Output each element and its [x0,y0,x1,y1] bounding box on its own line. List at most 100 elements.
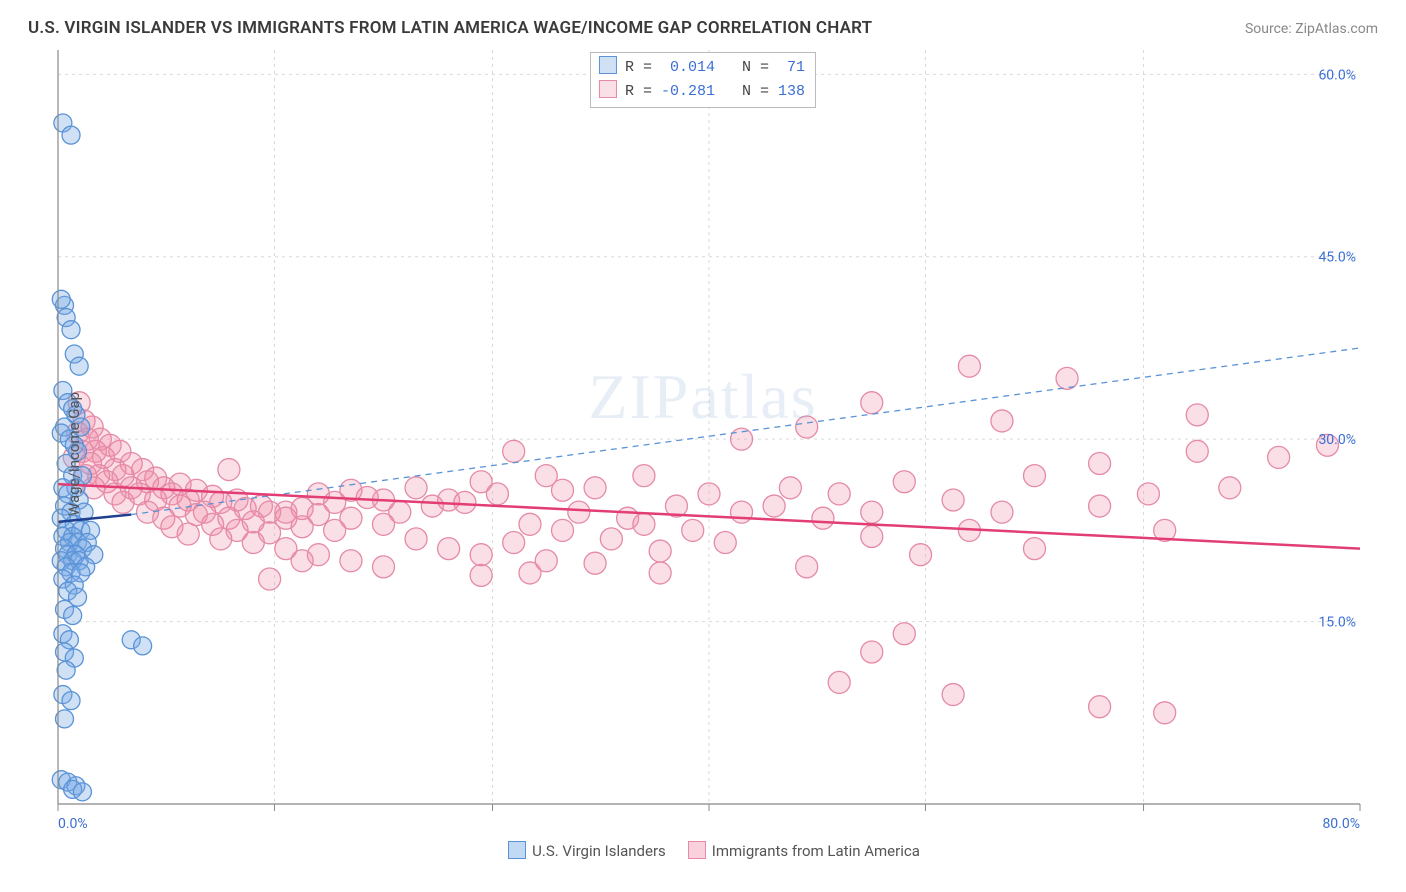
point-usvi [62,321,80,339]
point-usvi [62,126,80,144]
point-latam [649,540,671,562]
point-latam [421,495,443,517]
point-latam [633,465,655,487]
legend-label: Immigrants from Latin America [712,842,920,860]
scatter-plot: 0.0% 80.0% 15.0% 30.0% 45.0% 60.0% [0,44,1406,864]
legend-label: U.S. Virgin Islanders [532,842,666,860]
x-tick-label: 0.0% [58,816,88,832]
chart-title: U.S. VIRGIN ISLANDER VS IMMIGRANTS FROM … [28,18,872,38]
point-latam [828,671,850,693]
point-latam [796,416,818,438]
chart-area: Wage/Income Gap ZIPatlas 0.0%80.0%15.0%3… [0,44,1406,864]
point-latam [861,525,883,547]
point-latam [1137,483,1159,505]
y-tick-label: 15.0% [1318,615,1356,631]
point-latam [1268,446,1290,468]
swatch-usvi [599,56,617,74]
point-latam [584,477,606,499]
point-latam [340,550,362,572]
point-latam [1154,702,1176,724]
source-label: Source: ZipAtlas.com [1245,21,1378,37]
point-latam [373,513,395,535]
point-latam [1089,452,1111,474]
point-usvi [52,290,70,308]
point-latam [1056,367,1078,389]
point-latam [112,491,134,513]
point-latam [438,538,460,560]
point-latam [600,528,622,550]
point-latam [958,355,980,377]
point-latam [1024,538,1046,560]
point-latam [324,519,346,541]
y-tick-label: 60.0% [1318,67,1356,83]
point-latam [1186,404,1208,426]
point-latam [356,487,378,509]
x-tick-label: 80.0% [1322,816,1360,832]
point-latam [259,568,281,590]
point-latam [633,513,655,535]
point-latam [242,532,264,554]
point-latam [682,519,704,541]
corr-row-latam: R = -0.281 N = 138 [599,80,805,104]
point-latam [828,483,850,505]
point-latam [552,479,574,501]
point-latam [910,544,932,566]
point-latam [470,544,492,566]
point-latam [714,532,736,554]
point-latam [991,501,1013,523]
y-tick-label: 45.0% [1318,250,1356,266]
point-latam [210,528,232,550]
corr-row-usvi: R = 0.014 N = 71 [599,56,805,80]
point-latam [649,562,671,584]
point-latam [763,495,785,517]
point-latam [731,428,753,450]
point-latam [796,556,818,578]
point-latam [1186,440,1208,462]
swatch-latam [599,80,617,98]
point-usvi [57,661,75,679]
point-latam [812,507,834,529]
point-latam [1089,696,1111,718]
point-latam [1219,477,1241,499]
point-latam [486,483,508,505]
point-latam [503,532,525,554]
point-usvi [70,357,88,375]
point-latam [218,459,240,481]
point-latam [503,440,525,462]
point-latam [861,501,883,523]
point-latam [584,552,606,574]
point-latam [177,523,199,545]
point-latam [568,501,590,523]
legend-swatch [688,841,706,859]
point-latam [861,641,883,663]
point-latam [1024,465,1046,487]
point-latam [991,410,1013,432]
point-latam [893,623,915,645]
point-latam [405,528,427,550]
series-legend: U.S. Virgin Islanders Immigrants from Lat… [0,841,1406,860]
point-latam [731,501,753,523]
point-usvi [73,783,91,801]
correlation-legend: R = 0.014 N = 71R = -0.281 N = 138 [590,52,816,108]
point-latam [291,516,313,538]
point-latam [470,564,492,586]
point-usvi [134,637,152,655]
legend-swatch [508,841,526,859]
point-latam [373,556,395,578]
point-latam [942,489,964,511]
y-tick-label: 30.0% [1318,432,1356,448]
point-latam [1089,495,1111,517]
point-latam [454,491,476,513]
point-latam [552,519,574,541]
point-latam [519,562,541,584]
point-latam [405,477,427,499]
point-latam [942,684,964,706]
point-usvi [64,607,82,625]
point-latam [779,477,801,499]
point-latam [519,513,541,535]
y-axis-label: Wage/Income Gap [65,392,83,516]
point-latam [698,483,720,505]
point-usvi [62,692,80,710]
point-latam [861,392,883,414]
point-latam [893,471,915,493]
